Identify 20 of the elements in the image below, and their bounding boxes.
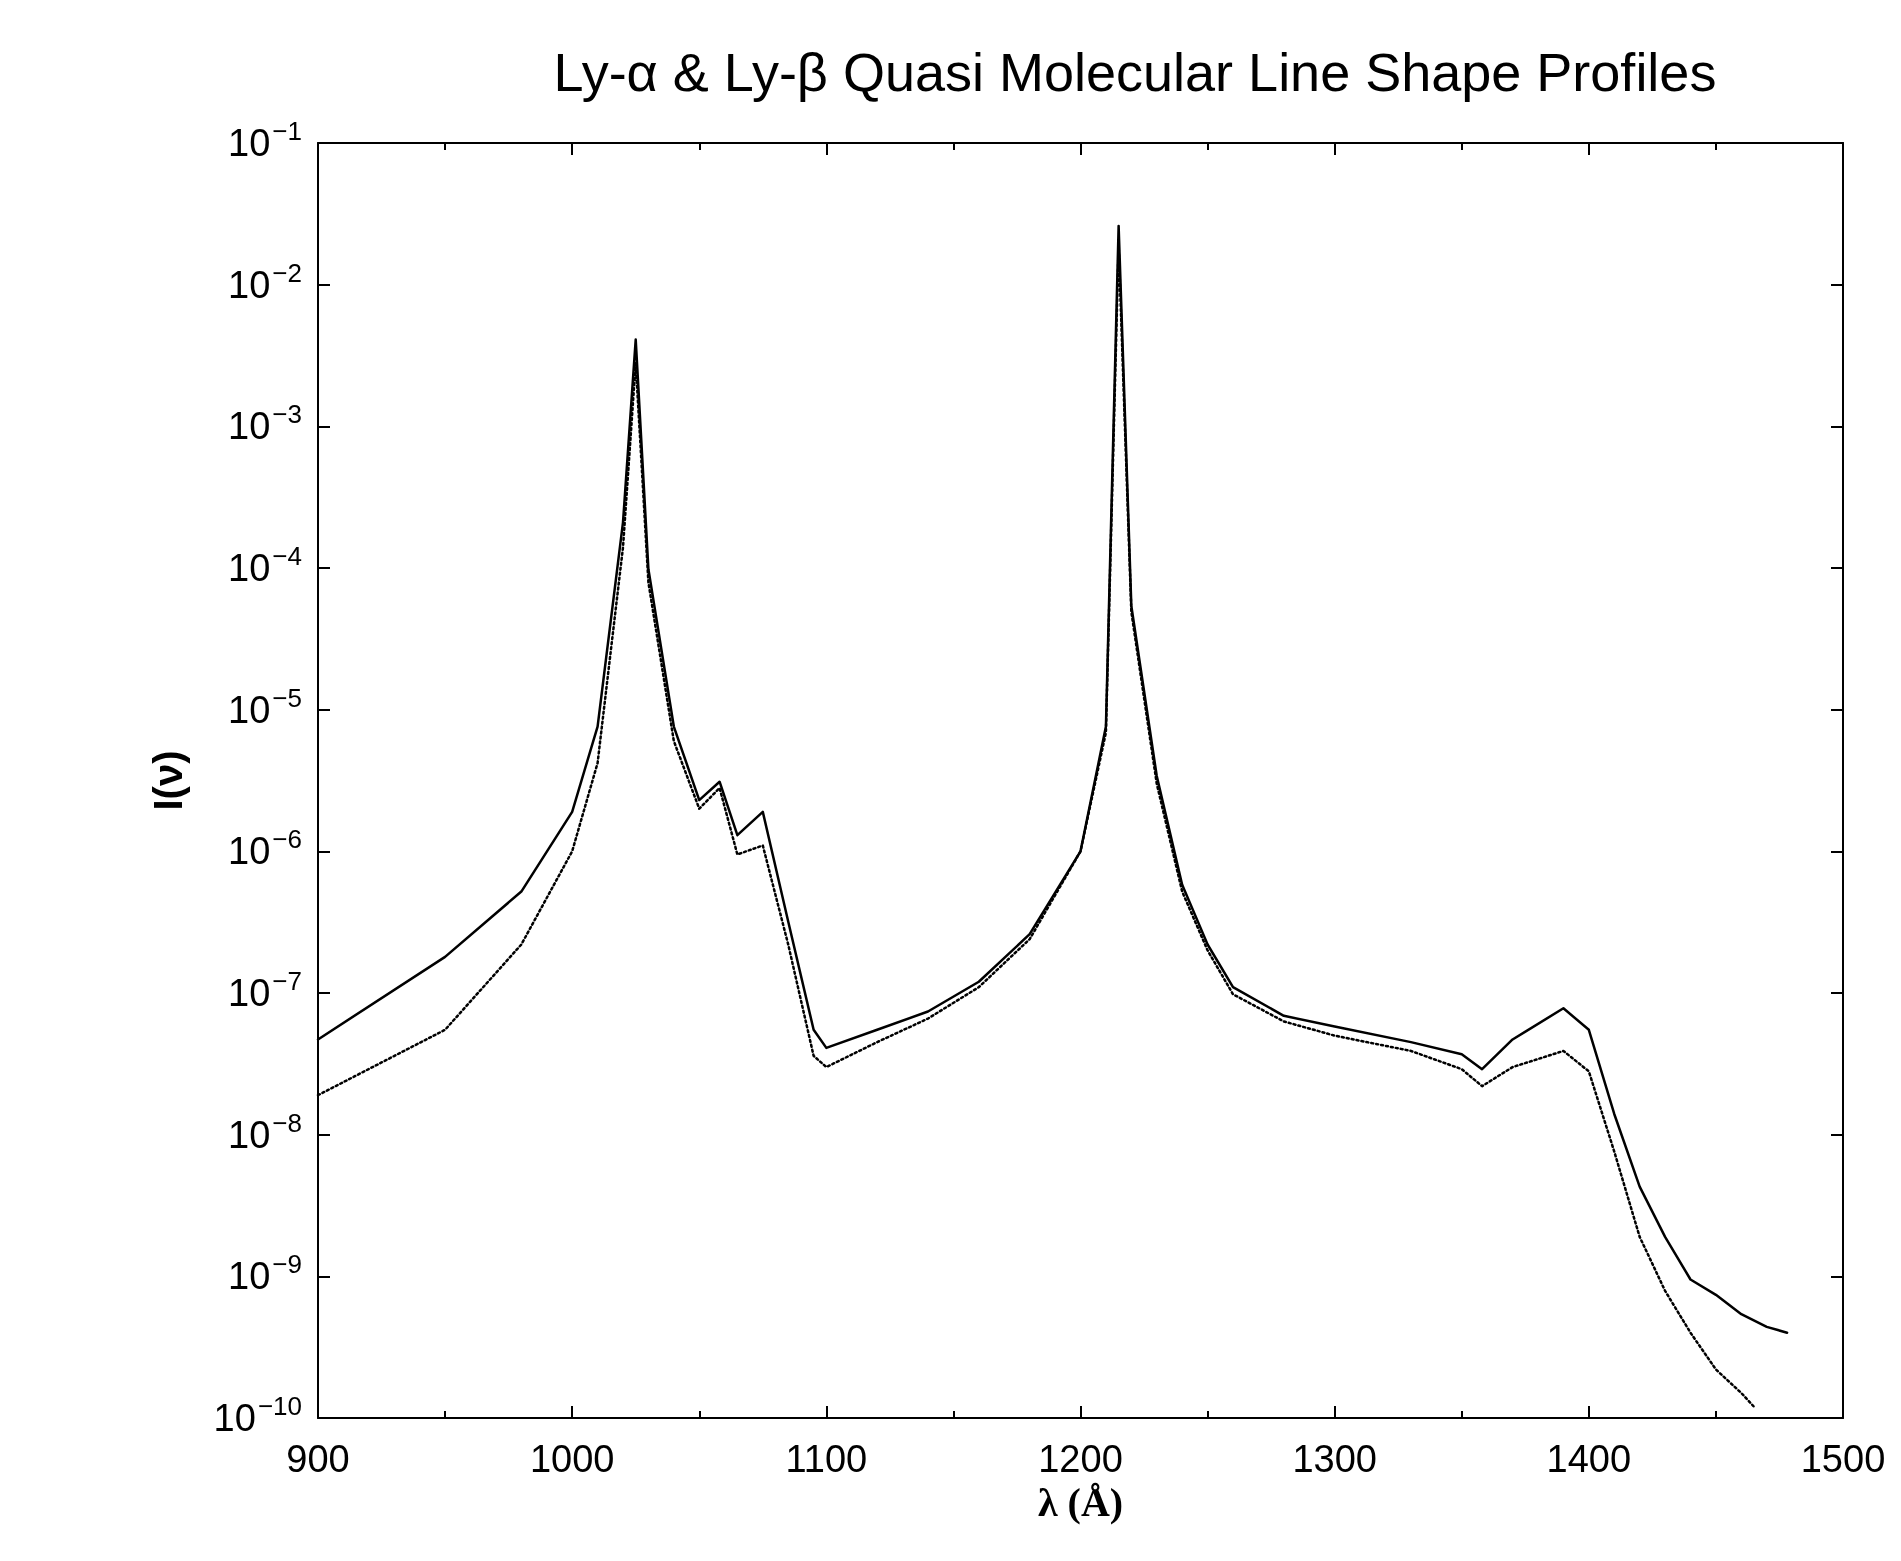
x-tick-label: 900 — [286, 1438, 350, 1480]
y-tick-label: 10$^{−4}$ — [228, 541, 302, 589]
y-tick-label: 10$^{−9}$ — [228, 1249, 302, 1298]
y-tick-label: 10$^{−10}$ — [213, 1391, 302, 1439]
y-tick-label: 10$^{−7}$ — [228, 966, 302, 1014]
y-axis-title: I(ν) — [146, 750, 190, 811]
chart-title: Ly-α & Ly-β Quasi Molecular Line Shape Profiles — [553, 42, 1717, 102]
x-tick-label: 1200 — [1038, 1438, 1123, 1480]
y-tick-label: 10$^{−8}$ — [228, 1107, 302, 1156]
x-tick-label: 1000 — [529, 1438, 615, 1480]
y-tick-label: 10$^{−2}$ — [228, 257, 302, 306]
x-tick-label: 1400 — [1546, 1438, 1632, 1480]
y-tick-label: 10$^{−3}$ — [228, 399, 302, 448]
x-tick-label: 1500 — [1800, 1438, 1886, 1480]
x-axis-title: λ (Å) — [1037, 1480, 1124, 1526]
y-tick-label: 10$^{−1}$ — [228, 116, 302, 164]
y-tick-label: 10$^{−5}$ — [228, 682, 302, 731]
x-tick-label: 1300 — [1292, 1438, 1377, 1480]
y-tick-label: 10$^{−6}$ — [228, 824, 302, 873]
x-tick-label: 1100 — [785, 1438, 868, 1480]
